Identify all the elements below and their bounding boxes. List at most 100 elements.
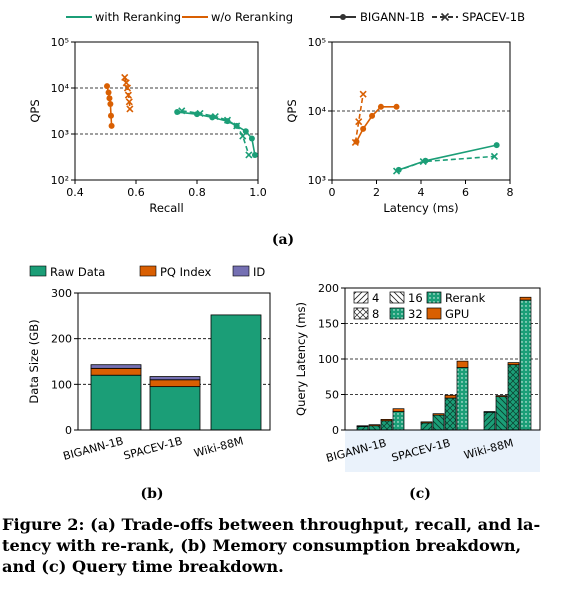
data-point	[392, 167, 401, 175]
legend-label: 16	[408, 291, 423, 305]
bar-segment	[149, 379, 201, 388]
y-tick-label: 10⁵	[308, 36, 326, 49]
legend-swatch-gpu	[426, 307, 442, 320]
bar-segment-rerank	[380, 420, 393, 431]
y-tick-label: 0	[332, 424, 339, 437]
y-tick-label: 100	[318, 353, 339, 366]
figure-caption: Figure 2: (a) Trade-offs between through…	[2, 514, 577, 577]
data-point	[126, 105, 134, 113]
bar-segment-rerank	[519, 299, 532, 431]
bar-segment-rerank	[356, 426, 369, 431]
data-point	[360, 125, 367, 132]
bar-segment-rerank	[483, 411, 496, 431]
data-point	[355, 118, 363, 126]
y-tick-label: 10⁴	[308, 105, 327, 118]
figure-2: with Reranking w/o Reranking BIGANN-1B S…	[27, 10, 541, 502]
legend-swatch	[232, 265, 250, 277]
top-legend: with Reranking w/o Reranking BIGANN-1B S…	[66, 10, 525, 24]
bar-segment-rerank	[444, 397, 457, 431]
data-point	[107, 100, 114, 107]
bar-segment-rerank	[507, 364, 520, 431]
legend-label: Raw Data	[50, 265, 105, 279]
bar-segment-gpu	[392, 408, 405, 412]
legend-swatch	[389, 291, 405, 304]
series-line	[398, 144, 497, 171]
bar-segment-gpu	[456, 360, 469, 368]
y-axis-label: Data Size (GB)	[27, 319, 41, 403]
legend-label: 8	[372, 307, 379, 321]
series-line	[177, 111, 256, 156]
x-tick-label: 6	[462, 186, 469, 199]
caption-line-1: Figure 2: (a) Trade-offs between through…	[2, 515, 541, 534]
plot-a-recall-qps: 10² 10³ 10⁴ 10⁵ 0.4 0.6 0.8 1.0 Recall QPS	[28, 36, 267, 215]
legend-swatch	[139, 265, 157, 277]
y-tick-label: 150	[318, 318, 339, 331]
bar-segment-rerank	[368, 425, 381, 431]
data-point	[105, 89, 112, 96]
y-tick-label: 50	[325, 389, 339, 402]
series-line	[355, 106, 397, 142]
data-point	[239, 132, 247, 140]
data-point	[125, 98, 133, 106]
legend-label-gpu: GPU	[445, 307, 469, 321]
y-tick-label: 200	[51, 333, 72, 346]
bar-segment-rerank	[456, 367, 469, 431]
legend-swatch	[353, 307, 369, 320]
data-point	[493, 142, 500, 149]
y-tick-label: 10³	[51, 128, 69, 141]
bar-segment	[90, 374, 142, 431]
caption-line-3: and (c) Query time breakdown.	[2, 557, 284, 576]
series-line	[396, 155, 495, 172]
bar-segment	[210, 314, 262, 431]
data-point	[121, 73, 129, 81]
y-tick-label: 300	[51, 287, 72, 300]
legend-label: 4	[372, 291, 379, 305]
plot-c-query-time: BIGANN-1B SPACEV-1B Wiki-88M050100150200Qu…	[294, 282, 541, 472]
x-axis-band	[345, 430, 540, 472]
data-point	[104, 83, 111, 90]
data-point	[107, 112, 114, 119]
bar-segment-gpu	[444, 394, 457, 399]
x-tick-label: Wiki-88M	[193, 434, 245, 460]
x-tick-label: 0	[329, 186, 336, 199]
plot-frame	[74, 41, 259, 181]
bar-segment-rerank	[420, 422, 433, 431]
data-point	[393, 103, 400, 110]
legend-swatch-rerank	[426, 291, 442, 304]
bar-segment	[90, 367, 142, 376]
label-b: (b)	[140, 486, 163, 502]
plot-frame	[77, 292, 271, 431]
data-point	[419, 157, 427, 166]
data-point	[108, 122, 115, 129]
x-axis-label: Latency (ms)	[383, 201, 458, 215]
legend-bigann-marker	[340, 14, 346, 20]
x-tick-label: 0.6	[127, 186, 145, 199]
y-tick-label: 10²	[51, 174, 69, 187]
label-c: (c)	[409, 486, 431, 502]
x-tick-label: 8	[507, 186, 514, 199]
legend-swatch	[353, 291, 369, 304]
plot-a-latency-qps: 10³ 10⁴ 10⁵ 0 2 4 6 8 Latency (ms) QPS	[285, 36, 514, 215]
x-tick-label: 0.8	[188, 186, 206, 199]
bar-segment	[149, 376, 201, 381]
bar-segment-gpu	[380, 419, 393, 422]
data-point	[490, 152, 498, 160]
x-axis-label: Recall	[149, 201, 183, 215]
data-point	[359, 90, 367, 98]
data-point	[196, 109, 204, 117]
data-point	[123, 84, 132, 92]
legend-label: PQ Index	[160, 265, 211, 279]
legend-bigann-label: BIGANN-1B	[360, 10, 425, 24]
legend-spacev-marker	[440, 12, 450, 22]
data-point	[369, 112, 376, 119]
bar-segment-gpu	[420, 421, 433, 424]
legend-label: 32	[408, 307, 423, 321]
x-tick-label: 2	[373, 186, 380, 199]
data-point	[124, 91, 132, 99]
x-tick-label: 1.0	[249, 186, 267, 199]
y-axis-label: QPS	[28, 99, 42, 122]
data-point	[377, 103, 384, 110]
data-point	[211, 112, 219, 121]
y-tick-label: 10³	[308, 174, 326, 187]
